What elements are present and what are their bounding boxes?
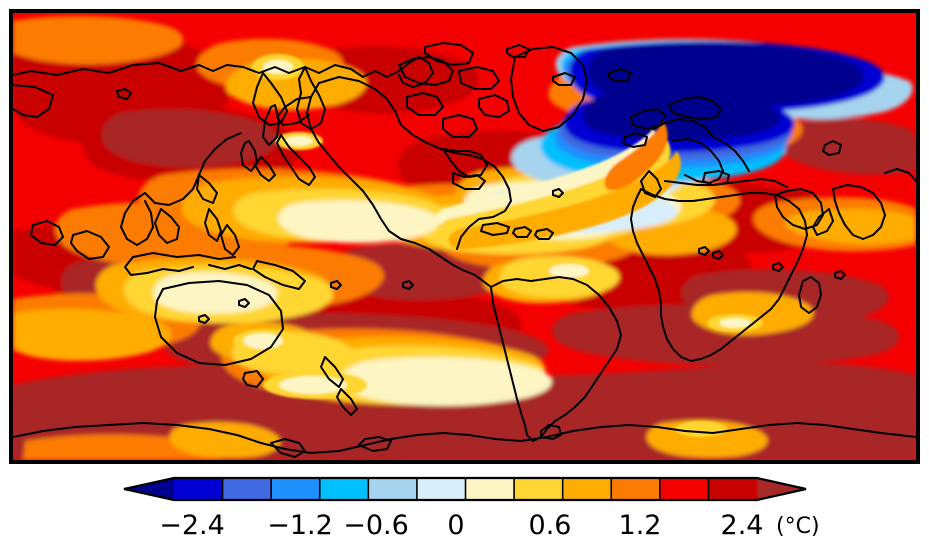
colorbar-band xyxy=(416,478,466,500)
colorbar-band xyxy=(514,478,564,500)
colorbar-tick-label: −1.2 xyxy=(267,510,333,541)
colorbar-extend-high xyxy=(757,478,806,500)
colorbar-band xyxy=(271,478,321,500)
colorbar-band xyxy=(368,478,418,500)
colorbar-bands xyxy=(124,478,806,500)
map-panel xyxy=(9,9,920,464)
colorbar-panel: −2.4 −1.2 −0.6 0 0.6 1.2 2.4 (°C) xyxy=(0,470,929,544)
colorbar-tick-label: 0.6 xyxy=(528,510,572,541)
colorbar-tick-label: −0.6 xyxy=(343,510,409,541)
colorbar-band xyxy=(611,478,661,500)
colorbar-tick-label: 2.4 xyxy=(720,510,764,541)
colorbar-unit-label: (°C) xyxy=(776,514,820,539)
coastlines xyxy=(13,42,916,458)
colorbar-band xyxy=(174,478,223,500)
colorbar xyxy=(123,476,807,502)
anomaly-map xyxy=(13,13,916,460)
colorbar-outline xyxy=(123,476,807,502)
colorbar-band xyxy=(708,478,758,500)
colorbar-band xyxy=(659,478,709,500)
colorbar-tick-label: −2.4 xyxy=(159,510,225,541)
map-border-frame xyxy=(9,9,920,464)
colorbar-band xyxy=(319,478,369,500)
colorbar-band xyxy=(465,478,515,500)
colorbar-tick-labels: −2.4 −1.2 −0.6 0 0.6 1.2 2.4 (°C) xyxy=(0,510,929,544)
colorbar-band xyxy=(562,478,612,500)
colorbar-tick-label: 0 xyxy=(447,510,465,541)
colorbar-tick-label: 1.2 xyxy=(618,510,662,541)
colorbar-frame xyxy=(123,476,807,502)
colorbar-extend-low xyxy=(124,478,174,500)
colorbar-band xyxy=(222,478,272,500)
